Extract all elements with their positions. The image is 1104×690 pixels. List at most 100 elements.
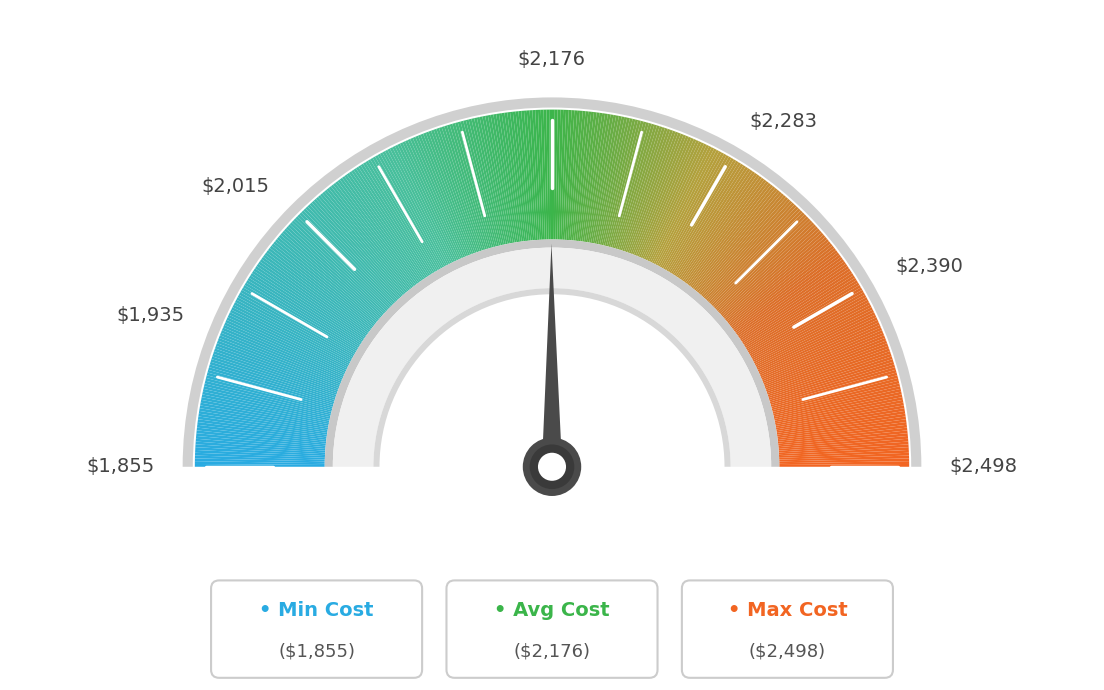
Wedge shape — [344, 175, 422, 282]
Wedge shape — [262, 257, 368, 335]
Wedge shape — [595, 116, 622, 244]
Wedge shape — [203, 386, 330, 417]
Wedge shape — [205, 378, 332, 412]
Wedge shape — [778, 431, 907, 445]
Wedge shape — [331, 184, 413, 288]
Wedge shape — [639, 137, 691, 257]
Wedge shape — [400, 142, 457, 261]
Wedge shape — [197, 428, 326, 444]
Wedge shape — [700, 195, 786, 295]
Wedge shape — [669, 161, 739, 273]
FancyBboxPatch shape — [682, 580, 893, 678]
Wedge shape — [195, 455, 325, 462]
Wedge shape — [739, 264, 848, 339]
Wedge shape — [729, 241, 830, 325]
Wedge shape — [763, 333, 884, 383]
Wedge shape — [774, 389, 901, 419]
Wedge shape — [535, 110, 543, 239]
Wedge shape — [776, 411, 905, 433]
Wedge shape — [766, 346, 889, 391]
Wedge shape — [268, 248, 372, 329]
Wedge shape — [219, 335, 341, 385]
Wedge shape — [779, 455, 909, 462]
Wedge shape — [436, 128, 480, 252]
Wedge shape — [493, 114, 517, 243]
Wedge shape — [538, 110, 545, 239]
Wedge shape — [236, 297, 352, 360]
Wedge shape — [779, 458, 909, 463]
Wedge shape — [643, 139, 697, 259]
Wedge shape — [373, 288, 731, 466]
Wedge shape — [227, 315, 347, 372]
Wedge shape — [284, 228, 383, 317]
Wedge shape — [586, 114, 608, 242]
Wedge shape — [204, 384, 331, 415]
Wedge shape — [546, 110, 550, 239]
Wedge shape — [203, 389, 330, 419]
Wedge shape — [757, 312, 875, 370]
Wedge shape — [479, 117, 508, 244]
Polygon shape — [542, 244, 562, 467]
Wedge shape — [690, 183, 771, 287]
Wedge shape — [657, 150, 719, 266]
Wedge shape — [395, 145, 454, 263]
Wedge shape — [403, 141, 458, 260]
Wedge shape — [241, 290, 354, 356]
Wedge shape — [291, 220, 388, 311]
Wedge shape — [418, 135, 468, 256]
Wedge shape — [447, 125, 487, 250]
Wedge shape — [458, 121, 493, 248]
Wedge shape — [304, 208, 395, 304]
Wedge shape — [779, 453, 909, 460]
Wedge shape — [336, 181, 415, 286]
Wedge shape — [629, 130, 676, 253]
Wedge shape — [608, 121, 644, 247]
Wedge shape — [477, 117, 506, 244]
Wedge shape — [587, 114, 611, 243]
Wedge shape — [552, 110, 555, 239]
Wedge shape — [652, 146, 712, 264]
Wedge shape — [306, 206, 396, 302]
Wedge shape — [413, 137, 465, 257]
Wedge shape — [702, 199, 790, 297]
Wedge shape — [705, 203, 795, 300]
Wedge shape — [774, 392, 902, 421]
Wedge shape — [620, 126, 662, 250]
Wedge shape — [661, 154, 726, 268]
Wedge shape — [202, 392, 330, 421]
Wedge shape — [411, 138, 464, 258]
Wedge shape — [277, 237, 378, 322]
Wedge shape — [755, 307, 873, 367]
Wedge shape — [342, 176, 420, 283]
Text: $2,498: $2,498 — [949, 457, 1018, 476]
Wedge shape — [407, 139, 461, 259]
Wedge shape — [505, 112, 523, 241]
Wedge shape — [777, 420, 906, 438]
Wedge shape — [195, 444, 326, 454]
Wedge shape — [234, 302, 350, 364]
Wedge shape — [655, 148, 716, 265]
Wedge shape — [756, 310, 874, 368]
Wedge shape — [726, 237, 827, 322]
Wedge shape — [605, 119, 638, 246]
Wedge shape — [318, 195, 404, 295]
Wedge shape — [444, 126, 485, 250]
Wedge shape — [750, 290, 863, 356]
Wedge shape — [624, 128, 668, 252]
Wedge shape — [274, 241, 375, 325]
Wedge shape — [195, 450, 325, 458]
Wedge shape — [769, 362, 894, 402]
Wedge shape — [499, 113, 520, 242]
Wedge shape — [464, 120, 497, 246]
Wedge shape — [294, 218, 389, 310]
Wedge shape — [397, 144, 455, 262]
Wedge shape — [747, 285, 861, 353]
Wedge shape — [591, 115, 616, 243]
Wedge shape — [692, 186, 775, 289]
Wedge shape — [195, 458, 325, 463]
Wedge shape — [754, 304, 871, 365]
Wedge shape — [711, 213, 805, 306]
Wedge shape — [206, 373, 332, 408]
Wedge shape — [650, 145, 709, 263]
Wedge shape — [566, 110, 577, 240]
